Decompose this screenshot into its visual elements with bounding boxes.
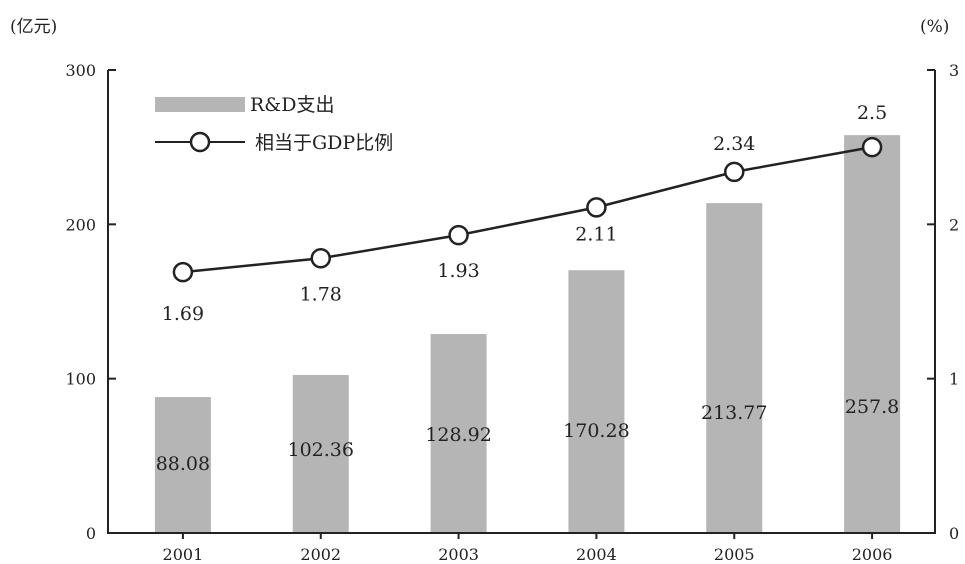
line-value-label: 2.34	[713, 133, 755, 155]
left-tick-label: 0	[86, 524, 96, 543]
line-value-label: 2.5	[857, 102, 887, 124]
line-point	[586, 197, 607, 218]
legend-line-label: 相当于GDP比例	[255, 132, 393, 154]
bar	[292, 375, 349, 533]
right-tick-label: 1	[949, 370, 959, 389]
x-tick-label: 2003	[438, 545, 479, 564]
axes: 0 100 200 300 0 1 2 3 2001 2002 2003 2004 2005 2006	[65, 61, 959, 564]
bar-value-label: 257.8	[845, 396, 899, 418]
left-axis-unit: (亿元)	[10, 17, 57, 37]
right-axis-unit: (%)	[920, 17, 949, 37]
right-tick-label: 2	[949, 215, 959, 234]
bar-series: 88.08 102.36 128.92 170.28 213.77 257.8	[154, 135, 901, 533]
x-tick-label: 2005	[714, 545, 755, 564]
x-tick-label: 2006	[852, 545, 893, 564]
line-point	[310, 248, 331, 269]
line-value-label: 1.78	[300, 283, 342, 305]
right-tick-label: 0	[949, 524, 959, 543]
x-tick-label: 2001	[163, 545, 204, 564]
legend: R&D支出 相当于GDP比例	[155, 94, 393, 154]
bar-value-label: 170.28	[563, 420, 629, 442]
legend-marker-icon	[189, 131, 211, 153]
bar-value-label: 88.08	[156, 453, 210, 475]
line-value-label: 2.11	[575, 223, 617, 245]
bar	[706, 203, 763, 533]
left-tick-label: 300	[65, 61, 96, 80]
x-tick-label: 2004	[576, 545, 617, 564]
bar	[154, 397, 211, 533]
bar-value-label: 128.92	[425, 424, 491, 446]
line-point	[724, 161, 745, 183]
bar	[844, 135, 901, 533]
legend-bar-swatch	[155, 97, 245, 112]
bar	[430, 334, 487, 533]
line-series: 1.69 1.78 1.93 2.11 2.34 2.5	[162, 102, 887, 325]
bar-value-label: 102.36	[288, 439, 354, 461]
left-tick-label: 100	[65, 370, 96, 389]
left-tick-label: 200	[65, 215, 96, 234]
bar	[568, 270, 625, 533]
line-point	[861, 136, 883, 158]
legend-bar-label: R&D支出	[250, 94, 334, 116]
bar-value-label: 213.77	[701, 402, 767, 424]
ratio-line	[182, 145, 873, 274]
x-tick-label: 2002	[300, 545, 341, 564]
line-point	[448, 224, 469, 246]
line-point	[172, 261, 194, 283]
line-value-label: 1.69	[162, 303, 204, 325]
line-value-label: 1.93	[437, 260, 479, 282]
right-tick-label: 3	[949, 61, 959, 80]
